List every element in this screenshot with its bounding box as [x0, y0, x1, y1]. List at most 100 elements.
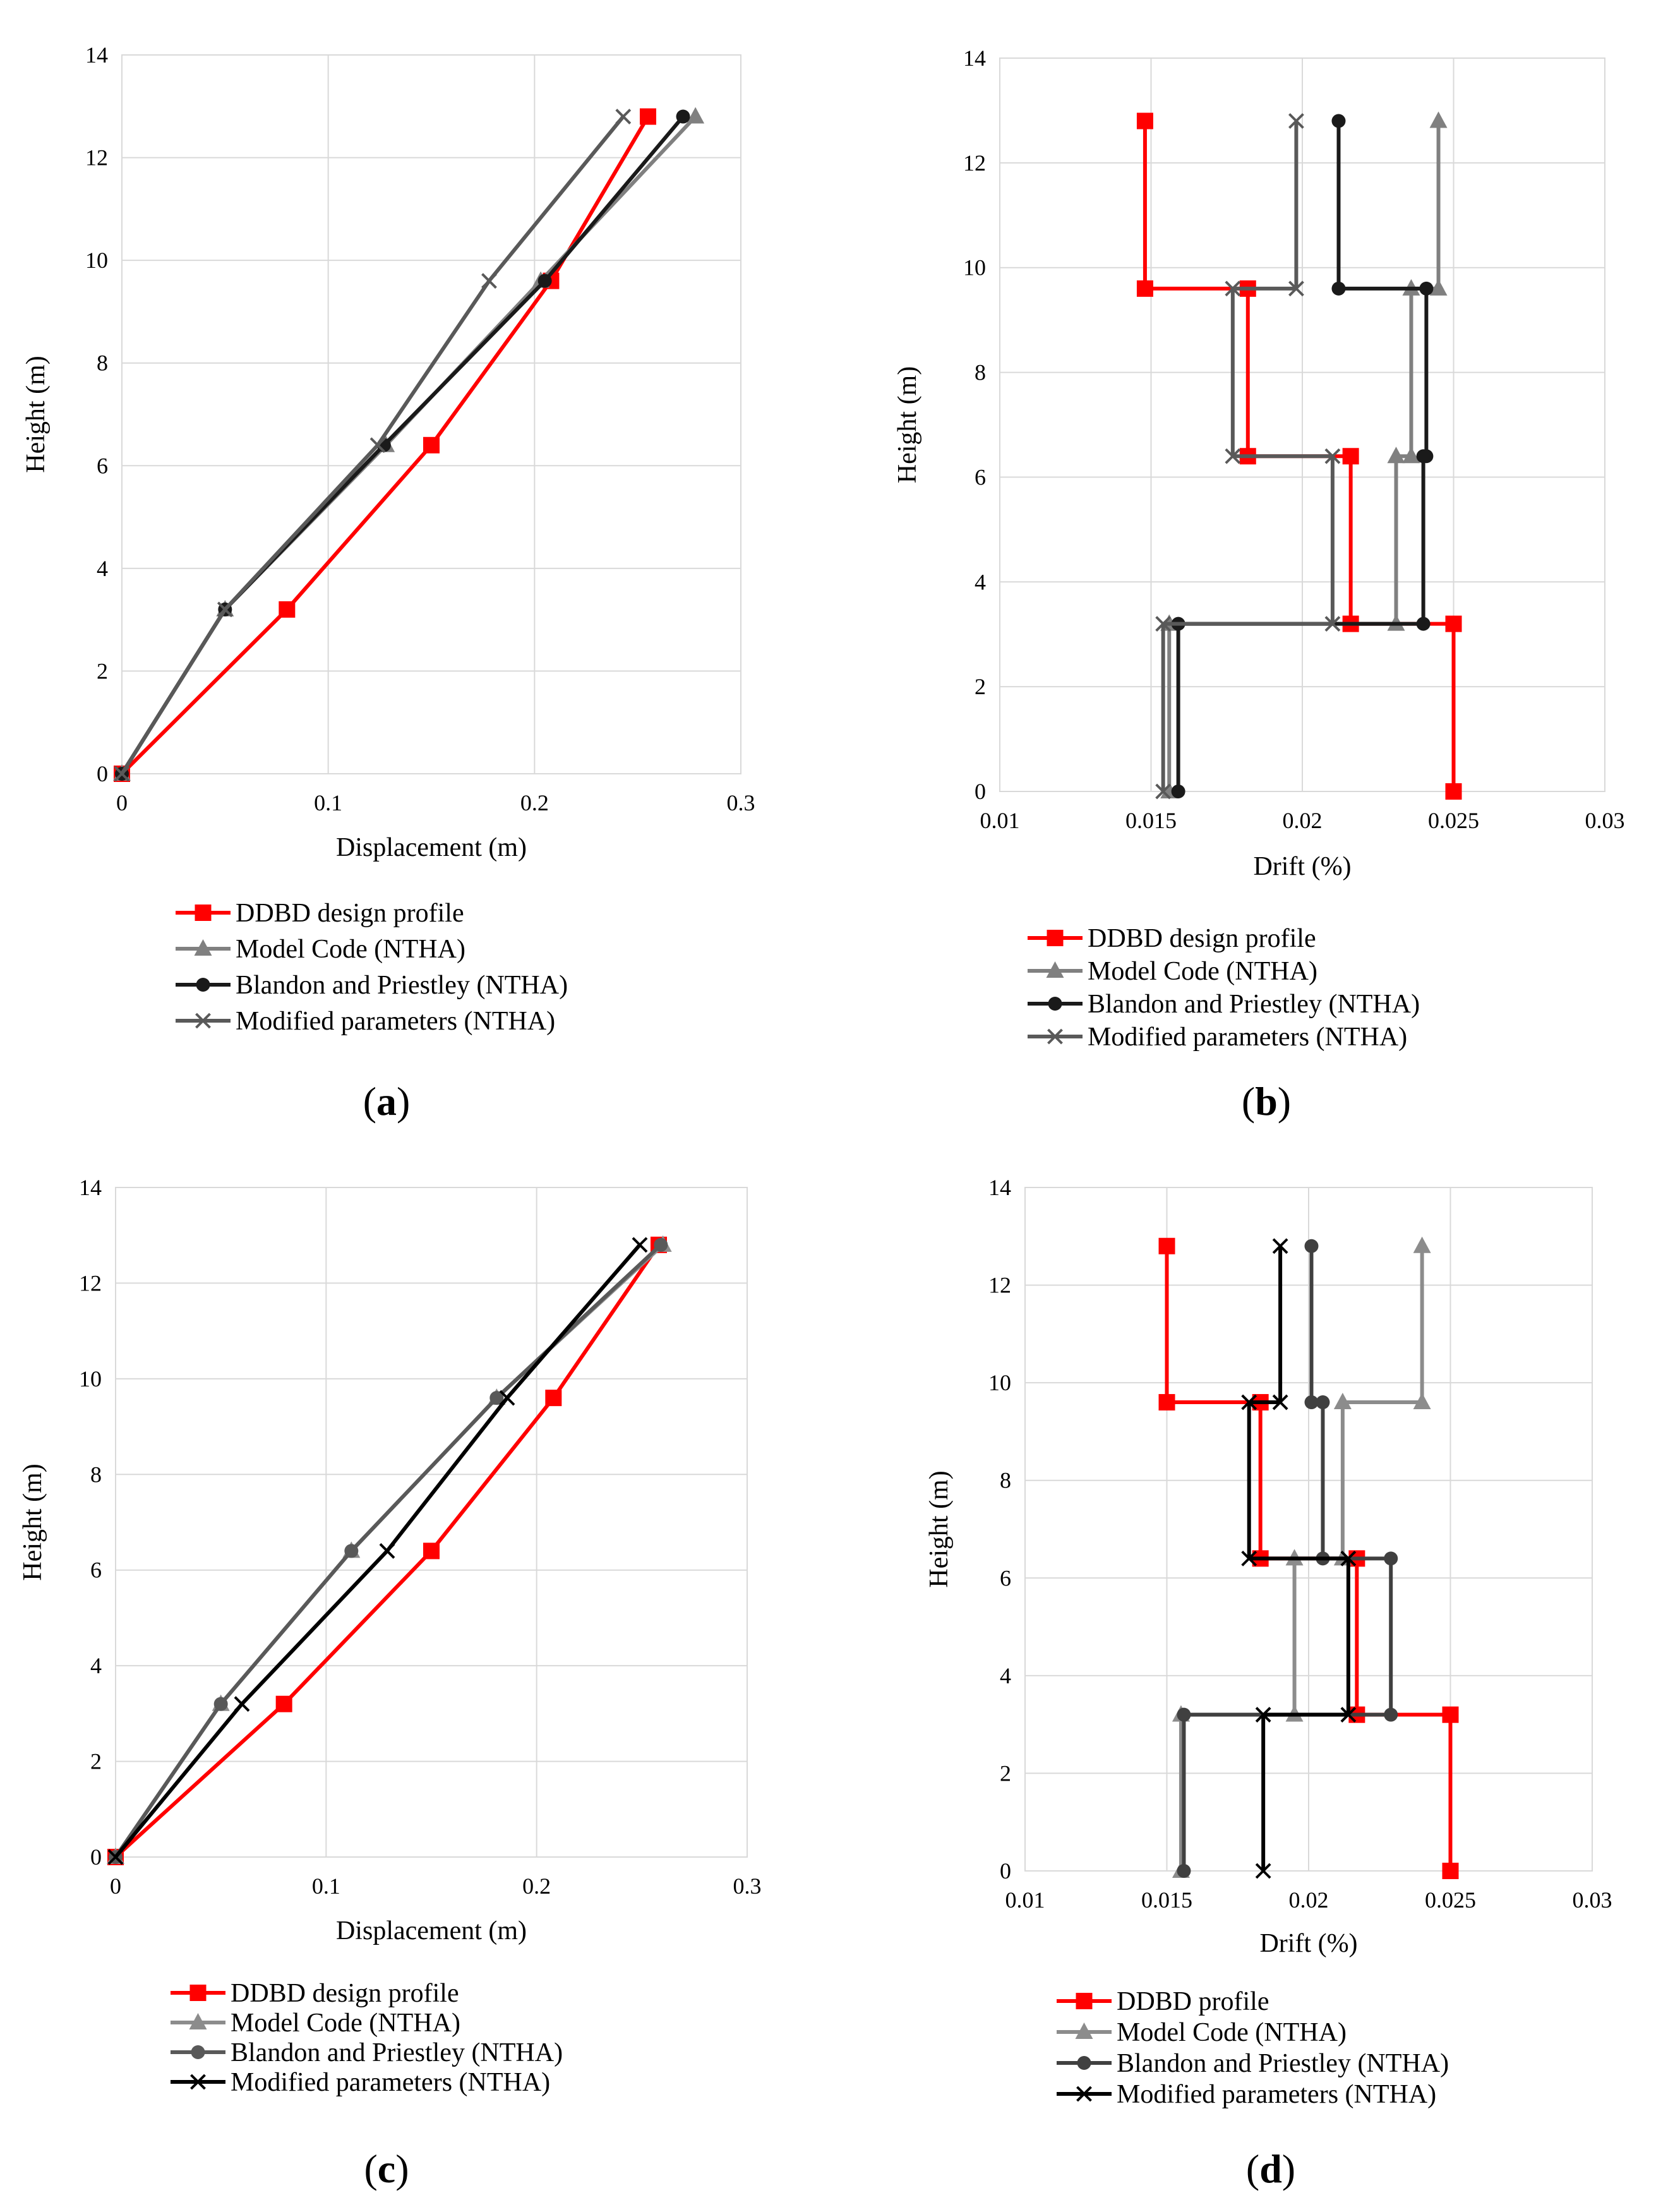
legend-label: Model Code (NTHA) — [1088, 957, 1317, 986]
data-point — [545, 1390, 562, 1407]
y-tick-label: 4 — [90, 1653, 102, 1678]
legend-label: Blandon and Priestley (NTHA) — [236, 971, 568, 1000]
data-point — [1155, 616, 1172, 632]
data-point — [537, 273, 552, 288]
legend-entry: Blandon and Priestley (NTHA) — [176, 971, 568, 1000]
legend-marker — [1077, 2056, 1091, 2070]
y-tick-label: 8 — [975, 360, 986, 385]
data-point — [423, 1542, 440, 1560]
data-point — [107, 1849, 124, 1865]
legend-marker — [196, 978, 210, 992]
plot-frame — [999, 57, 1605, 792]
legend-marker — [1076, 2086, 1092, 2102]
data-point — [1331, 114, 1346, 128]
legend-label: Modified parameters (NTHA) — [1117, 2080, 1436, 2109]
y-tick-label: 10 — [85, 248, 108, 273]
legend-entry: DDBD profile — [1057, 1987, 1269, 2016]
legend-entry: Blandon and Priestley (NTHA) — [1057, 2049, 1449, 2078]
legend-entry: DDBD design profile — [1028, 924, 1316, 953]
panel-letter: c — [378, 2146, 395, 2191]
legend-marker — [1048, 997, 1062, 1011]
data-point — [489, 1391, 504, 1405]
legend-entry: DDBD design profile — [171, 1979, 459, 2008]
data-point — [1136, 112, 1153, 129]
x-tick-label: 0.1 — [314, 790, 342, 815]
y-tick-label: 12 — [79, 1270, 102, 1295]
y-tick-label: 12 — [963, 150, 986, 176]
panel-a-chart: 0 2 4 6 8 10 12 14 0 0.1 0.2 0.3 Displacement (m) Hei… — [21, 42, 755, 1124]
data-point — [1429, 111, 1448, 128]
data-point — [481, 273, 497, 289]
legend-marker — [189, 1985, 207, 2001]
y-tick-label: 0 — [975, 779, 986, 804]
x-tick-label: 0.03 — [1573, 1887, 1612, 1913]
legend-marker — [194, 939, 212, 956]
panel-label: (c) — [364, 2146, 409, 2191]
series-line — [120, 115, 697, 775]
legend-marker — [1047, 1028, 1063, 1045]
series-line — [120, 115, 625, 775]
y-axis-title: Height (m) — [21, 356, 51, 472]
y-tick-label: 4 — [975, 569, 986, 594]
legend-entry: Model Code (NTHA) — [1028, 957, 1317, 986]
legend-label: DDBD design profile — [236, 899, 464, 928]
data-point — [344, 1544, 359, 1558]
data-point — [1136, 280, 1153, 297]
data-point — [1419, 449, 1434, 464]
legend-entry: Blandon and Priestley (NTHA) — [171, 2038, 563, 2067]
data-point — [1442, 1706, 1459, 1723]
legend-marker — [195, 1013, 211, 1029]
data-point — [1387, 447, 1405, 464]
x-tick-label: 0.01 — [980, 808, 1020, 833]
x-axis-title: Displacement (m) — [336, 1916, 527, 1945]
data-point — [1419, 281, 1434, 296]
data-point — [1340, 1550, 1357, 1566]
y-tick-label: 10 — [963, 255, 986, 280]
data-point — [687, 107, 705, 124]
legend-marker — [189, 2013, 207, 2029]
y-tick-label: 10 — [79, 1366, 102, 1392]
data-point — [1241, 1550, 1257, 1566]
data-point — [1177, 1707, 1191, 1722]
data-point — [1324, 616, 1341, 632]
legend-entry: Modified parameters (NTHA) — [1028, 1023, 1407, 1052]
legend-marker — [1075, 2023, 1093, 2039]
panel-b-chart: 0 2 4 6 8 10 12 14 0.01 0.015 0.02 0.025 0.03 Drift (… — [893, 45, 1625, 1124]
y-tick-label: 14 — [79, 1175, 102, 1200]
y-tick-label: 4 — [1000, 1663, 1011, 1688]
y-axis-title: Height (m) — [893, 366, 922, 483]
data-point — [1445, 615, 1462, 632]
x-tick-label: 0.03 — [1585, 808, 1625, 833]
x-tick-label: 0.025 — [1428, 808, 1479, 833]
legend-label: Modified parameters (NTHA) — [231, 2068, 550, 2097]
legend-marker — [1046, 961, 1064, 978]
data-point — [615, 109, 632, 124]
series-line — [1247, 1246, 1350, 1871]
data-point — [1429, 279, 1448, 296]
data-point — [1384, 1707, 1398, 1722]
x-tick-label: 0.3 — [727, 790, 755, 815]
y-tick-label: 14 — [85, 42, 108, 68]
legend-label: Modified parameters (NTHA) — [236, 1007, 555, 1036]
y-tick-label: 2 — [90, 1749, 102, 1774]
data-point — [217, 601, 233, 618]
data-point — [1416, 616, 1431, 631]
legend-entry: Modified parameters (NTHA) — [171, 2068, 550, 2097]
y-tick-label: 2 — [1000, 1760, 1011, 1786]
y-axis-title: Height (m) — [925, 1470, 954, 1587]
y-tick-label: 14 — [963, 45, 986, 71]
data-point — [1225, 280, 1241, 297]
data-point — [676, 109, 690, 124]
y-tick-label: 12 — [85, 145, 108, 171]
legend-entry: Blandon and Priestley (NTHA) — [1028, 990, 1420, 1019]
data-point — [275, 1695, 292, 1712]
data-point — [1288, 113, 1304, 129]
x-tick-label: 0.3 — [733, 1873, 762, 1899]
y-tick-label: 8 — [97, 351, 108, 376]
data-point — [1442, 1863, 1459, 1879]
y-tick-label: 0 — [1000, 1858, 1011, 1884]
x-tick-label: 0 — [110, 1873, 121, 1899]
data-point — [1225, 448, 1241, 464]
data-point — [1316, 1395, 1330, 1410]
